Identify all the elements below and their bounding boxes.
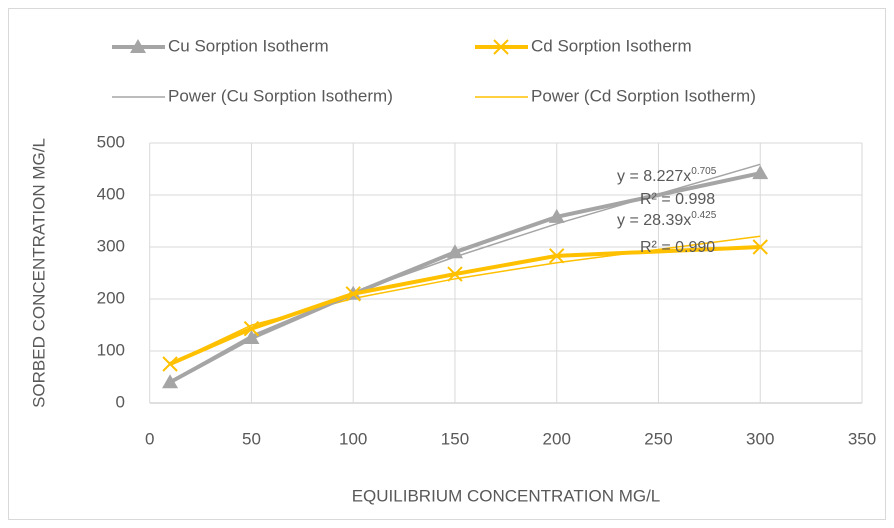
marker xyxy=(752,239,768,255)
marker xyxy=(243,330,260,344)
marker xyxy=(243,320,260,337)
y-tick-label: 400 xyxy=(97,184,125,203)
marker xyxy=(162,374,179,389)
x-tick-label: 100 xyxy=(339,429,367,448)
annotation-text: R² = 0.998 xyxy=(640,191,715,208)
marker xyxy=(447,266,463,282)
annotation: R² = 0.990 xyxy=(640,239,715,256)
y-axis-label: SORBED CONCENTRATION MG/L xyxy=(29,138,48,408)
marker xyxy=(548,208,565,223)
marker xyxy=(752,165,769,180)
trendline xyxy=(169,235,761,365)
annotation-exponent: 0.705 xyxy=(691,166,716,177)
legend-label: Power (Cu Sorption Isotherm) xyxy=(168,86,393,105)
annotation-text: y = 8.227x xyxy=(617,168,691,185)
x-tick-label: 150 xyxy=(441,429,469,448)
x-tick-label: 0 xyxy=(145,429,154,448)
legend-label: Power (Cd Sorption Isotherm) xyxy=(531,86,756,105)
y-tick-label: 100 xyxy=(97,340,125,359)
marker xyxy=(549,248,565,264)
annotation-text: y = 28.39x xyxy=(617,212,691,229)
marker xyxy=(162,356,178,372)
x-tick-label: 300 xyxy=(746,429,774,448)
series-line xyxy=(169,171,761,384)
legend-marker xyxy=(493,39,509,55)
y-tick-label: 200 xyxy=(97,288,125,307)
annotation-text: R² = 0.990 xyxy=(640,239,715,256)
legend-marker xyxy=(130,39,146,53)
x-tick-label: 50 xyxy=(242,429,261,448)
y-tick-label: 0 xyxy=(116,392,125,411)
annotation: y = 28.39x0.425 xyxy=(617,210,717,230)
y-tick-label: 300 xyxy=(97,236,125,255)
x-tick-label: 350 xyxy=(848,429,876,448)
legend-label: Cu Sorption Isotherm xyxy=(168,36,329,55)
marker xyxy=(446,244,463,259)
series-line xyxy=(169,245,761,366)
legend-label: Cd Sorption Isotherm xyxy=(531,36,692,55)
x-tick-label: 250 xyxy=(644,429,672,448)
x-tick-label: 200 xyxy=(543,429,571,448)
chart-border xyxy=(8,8,886,520)
annotation-exponent: 0.425 xyxy=(691,210,716,221)
marker xyxy=(345,286,361,302)
y-tick-label: 500 xyxy=(97,132,125,151)
x-axis-label: EQUILIBRIUM CONCENTRATION MG/L xyxy=(352,486,661,505)
annotation: y = 8.227x0.705 xyxy=(617,166,717,186)
annotation: R² = 0.998 xyxy=(640,191,715,208)
